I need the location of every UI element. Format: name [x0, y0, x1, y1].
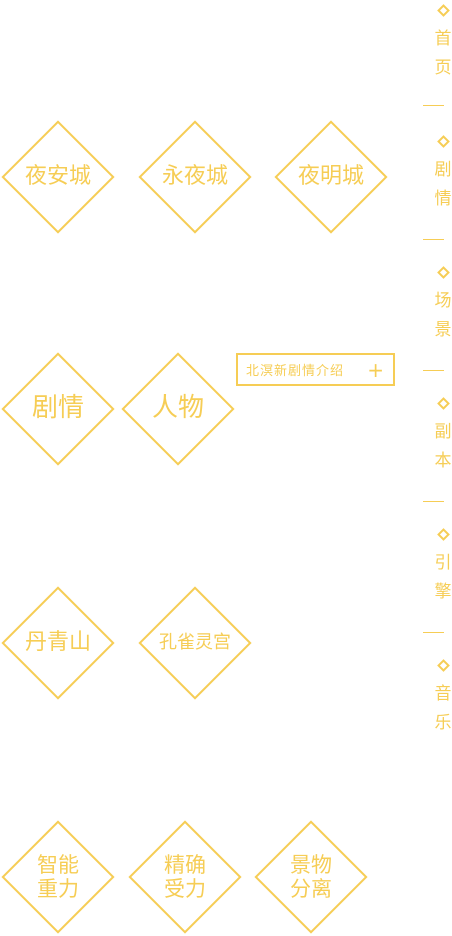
nav-divider: [423, 105, 444, 106]
story-intro-button[interactable]: 北溟新剧情介绍 +: [236, 353, 395, 386]
diamond-danqingshan[interactable]: 丹青山: [1, 586, 115, 700]
nav-divider: [423, 239, 444, 240]
nav-divider: [423, 370, 444, 371]
diamond-label: 精确 受力: [164, 853, 206, 901]
diamond-label: 永夜城: [161, 164, 228, 190]
nav-divider: [423, 501, 444, 502]
side-nav-label: 首页: [434, 29, 452, 78]
side-nav-music[interactable]: 音乐: [430, 657, 452, 738]
diamond-icon: [436, 528, 450, 541]
label-line: 智能: [37, 852, 79, 877]
diamond-jingwufenli[interactable]: 景物 分离: [254, 820, 368, 934]
diamond-label: 丹青山: [24, 630, 91, 656]
diamond-yemingcheng[interactable]: 夜明城: [274, 120, 388, 234]
diamond-icon: [436, 4, 450, 17]
label-line: 景物: [290, 852, 332, 877]
nav-divider: [423, 632, 444, 633]
side-nav-engine[interactable]: 引擎: [430, 526, 452, 607]
label-line: 重力: [37, 877, 79, 901]
diamond-jingqueshouli[interactable]: 精确 受力: [128, 820, 242, 934]
diamond-label: 夜明城: [297, 164, 364, 190]
label-line: 分离: [290, 877, 332, 901]
diamond-zhinengzhongli[interactable]: 智能 重力: [1, 820, 115, 934]
diamond-icon: [436, 659, 450, 672]
diamond-kongquelinggong[interactable]: 孔雀灵宫: [138, 586, 252, 700]
diamond-label: 智能 重力: [37, 853, 79, 901]
diamond-juqing[interactable]: 剧情: [1, 352, 115, 466]
side-nav-label: 场景: [434, 291, 452, 340]
side-nav-label: 引擎: [434, 553, 452, 602]
plus-icon: +: [367, 358, 385, 382]
diamond-label: 孔雀灵宫: [159, 631, 231, 653]
diamond-label: 剧情: [31, 393, 84, 424]
side-nav-scene[interactable]: 场景: [430, 264, 452, 345]
story-intro-label: 北溟新剧情介绍: [246, 364, 345, 379]
diamond-yongyecheng[interactable]: 永夜城: [138, 120, 252, 234]
diamond-icon: [436, 397, 450, 410]
diamond-yeancheng[interactable]: 夜安城: [1, 120, 115, 234]
side-nav-label: 音乐: [434, 684, 452, 733]
diamond-icon: [436, 266, 450, 279]
side-nav-label: 剧情: [434, 160, 452, 209]
label-line: 精确: [164, 852, 206, 877]
diamond-renwu[interactable]: 人物: [121, 352, 235, 466]
side-nav-label: 副本: [434, 422, 452, 471]
side-nav-home[interactable]: 首页: [430, 2, 452, 83]
side-nav-dungeon[interactable]: 副本: [430, 395, 452, 476]
side-nav-story[interactable]: 剧情: [430, 133, 452, 214]
label-line: 受力: [164, 877, 206, 901]
diamond-icon: [436, 135, 450, 148]
diamond-label: 人物: [151, 393, 204, 424]
diamond-label: 夜安城: [24, 164, 91, 190]
diamond-label: 景物 分离: [290, 853, 332, 901]
